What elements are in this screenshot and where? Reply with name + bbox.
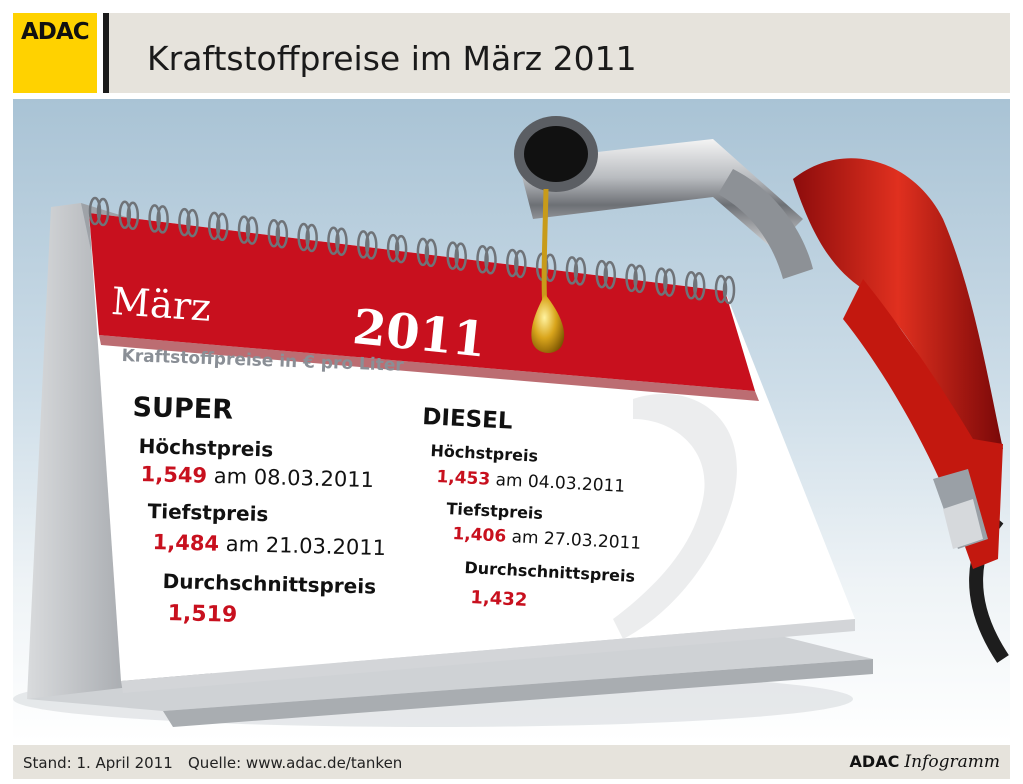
footer-bar: Stand: 1. April 2011 Quelle: www.adac.de… <box>13 745 1010 779</box>
super-min-value: 1,484 <box>152 530 220 556</box>
source-link-text: Quelle: www.adac.de/tanken <box>188 754 403 772</box>
spiral-ring <box>335 227 348 256</box>
stand-date: Stand: 1. April 2011 <box>23 754 173 772</box>
oil-drop-icon <box>531 188 565 353</box>
diesel-avg-value: 1,432 <box>469 587 528 611</box>
calendar-page <box>89 213 855 693</box>
spiral-ring <box>118 200 132 229</box>
spiral-ring <box>126 201 140 230</box>
spiral-ring <box>297 222 310 252</box>
spiral-ring <box>424 238 438 268</box>
calendar-month: März <box>109 279 213 330</box>
super-max-value: 1,549 <box>140 462 208 488</box>
spiral-ring <box>327 226 340 255</box>
adac-logo: ADAC <box>13 13 97 93</box>
fuel-nozzle-icon <box>514 116 1003 569</box>
spiral-ring <box>454 242 467 271</box>
spiral-ring <box>722 275 736 305</box>
spiral-ring <box>506 248 519 278</box>
page-title: Kraftstoffpreise im März 2011 <box>147 39 637 78</box>
brand-bold: ADAC <box>849 752 900 771</box>
spiral-ring <box>446 241 459 270</box>
spiral-ring <box>186 208 199 238</box>
infographic-scene: März 2011 Kraftstoffpreise in € pro Lite… <box>13 99 1010 742</box>
spiral-ring <box>207 211 221 241</box>
spiral-ring <box>595 259 609 289</box>
spiral-ring <box>684 271 698 300</box>
brand-label: ADAC Infogramm <box>850 752 1000 772</box>
spiral-ring <box>305 223 318 253</box>
spiral-ring <box>357 230 370 259</box>
spiral-ring <box>394 234 408 264</box>
spiral-ring <box>603 260 617 290</box>
spiral-ring <box>237 215 251 244</box>
brand-italic: Infogramm <box>904 752 1000 772</box>
calendar-spiral-icon <box>88 196 736 305</box>
spiral-ring <box>178 207 191 237</box>
super-max-date: am 08.03.2011 <box>213 463 375 493</box>
diesel-min-value: 1,406 <box>451 524 507 547</box>
spiral-ring <box>386 233 400 263</box>
footer: Stand: 1. April 2011 Quelle: www.adac.de… <box>0 742 1023 784</box>
spiral-ring <box>365 231 378 260</box>
spiral-ring <box>416 237 430 267</box>
spiral-ring <box>88 196 102 226</box>
spiral-ring <box>156 205 169 234</box>
spiral-ring <box>573 257 587 286</box>
spiral-ring <box>625 263 638 293</box>
title-bar: Kraftstoffpreise im März 2011 <box>103 13 1010 93</box>
header: ADAC Kraftstoffpreise im März 2011 <box>0 0 1023 96</box>
super-avg-value: 1,519 <box>167 601 238 628</box>
spiral-ring <box>215 212 229 242</box>
spiral-ring <box>514 249 527 279</box>
spiral-ring <box>245 216 259 245</box>
spiral-ring <box>565 256 579 285</box>
spiral-ring <box>267 219 281 248</box>
illustration <box>13 116 1009 727</box>
spiral-ring <box>633 264 646 294</box>
spiral-ring <box>275 220 289 249</box>
super-min-date: am 21.03.2011 <box>225 531 387 561</box>
spiral-ring <box>663 268 676 297</box>
super-heading: SUPER <box>132 392 234 426</box>
logo-text: ADAC <box>21 19 90 45</box>
spiral-ring <box>476 245 489 274</box>
super-min-label: Tiefstpreis <box>147 499 269 527</box>
spiral-ring <box>692 272 706 301</box>
diesel-heading: DIESEL <box>421 404 514 435</box>
super-max-label: Höchstpreis <box>138 434 274 462</box>
spiral-ring <box>96 197 110 227</box>
spiral-ring <box>148 204 161 233</box>
diesel-max-value: 1,453 <box>435 467 491 490</box>
spiral-ring <box>484 246 497 275</box>
spiral-ring <box>714 274 728 304</box>
spiral-ring <box>655 267 668 296</box>
